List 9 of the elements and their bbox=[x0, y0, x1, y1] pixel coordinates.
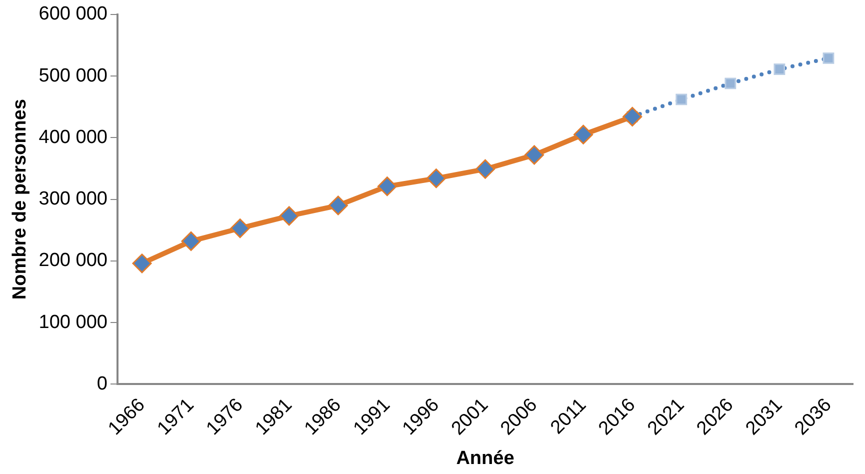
y-tick-label: 200 000 bbox=[38, 250, 108, 272]
y-tick-label: 100 000 bbox=[38, 312, 108, 333]
y-axis-title: Nombre de personnes bbox=[10, 98, 31, 300]
y-tick-label: 0 bbox=[96, 373, 108, 394]
y-tick-label: 400 000 bbox=[38, 126, 108, 148]
y-tick-label: 300 000 bbox=[38, 188, 108, 210]
y-tick-label: 500 000 bbox=[38, 65, 108, 86]
x-axis-title: Année bbox=[456, 448, 514, 469]
y-tick-label: 600 000 bbox=[38, 4, 108, 25]
